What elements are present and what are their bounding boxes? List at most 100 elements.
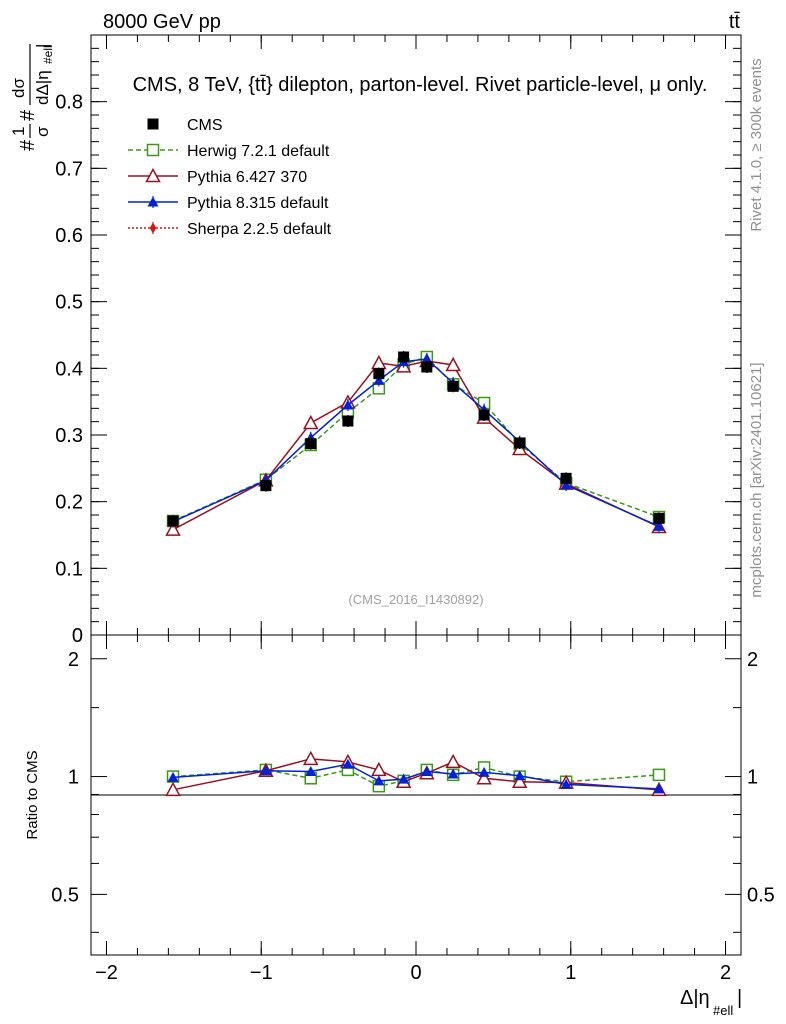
ratio-layer [165, 750, 667, 797]
y-tick-label: 0.3 [55, 425, 83, 447]
ratio-point-pythia8 [260, 765, 272, 776]
y-tick-label: 0.6 [55, 225, 83, 247]
series-pythia6 [165, 352, 667, 536]
ratio-point-pythia6 [303, 750, 319, 766]
ratio-point-pythia8 [514, 770, 526, 781]
ylabel-frac2-num: dσ [9, 78, 28, 98]
ratio-point-pythia8 [478, 766, 490, 777]
ratio-tick-label-right: 1 [747, 767, 758, 789]
point-pythia6 [303, 414, 319, 430]
legend-marker-cms [147, 118, 159, 130]
ratio-series-pythia8 [167, 758, 665, 794]
y-tick-label: 0.7 [55, 158, 83, 180]
legend-label-sherpa: Sherpa 2.2.5 default [187, 221, 332, 238]
series-cms [167, 351, 665, 527]
legend-entry-pythia6: Pythia 6.427 370 [128, 167, 307, 186]
legend-label-herwig: Herwig 7.2.1 default [187, 143, 330, 160]
x-tick-label: −1 [250, 962, 273, 984]
point-cms [478, 409, 490, 421]
ratio-line-pythia6 [172, 758, 660, 791]
ratio-tick-label: 2 [68, 649, 79, 671]
ratio-tick-label-right: 0.5 [747, 884, 775, 906]
main-y-axis-label: # 1 σ # dσ dΔ|η #ell | [9, 44, 55, 151]
analysis-tag: (CMS_2016_I1430892) [348, 592, 483, 607]
point-pythia8 [421, 353, 433, 364]
ylabel-frac2-den: dΔ|η [33, 70, 52, 105]
x-axis-label: Δ|η #ell | [680, 987, 742, 1018]
point-pythia6 [371, 354, 387, 370]
ratio-point-pythia6 [445, 753, 461, 769]
point-cms [305, 438, 317, 450]
point-cms [167, 515, 179, 527]
ratio-point-pythia8 [373, 775, 385, 786]
axes-layer: −2 −1 0 1 200.10.20.30.40.50.60.70.80.5 0.51 1… [51, 34, 775, 984]
xlabel-close-bar: | [737, 987, 742, 1009]
series-pythia8 [167, 353, 665, 533]
y-tick-label: 0.5 [55, 292, 83, 314]
point-pythia6 [445, 356, 461, 372]
ratio-tick-label: 1 [68, 767, 79, 789]
legend-entry-pythia8: Pythia 8.315 default [128, 195, 329, 212]
series-herwig [166, 350, 666, 528]
y-tick-label: 0.8 [55, 92, 83, 114]
legend-entry-cms: CMS [147, 117, 223, 134]
ylabel-frac1-den: σ [33, 126, 52, 137]
ratio-point-pythia6 [511, 773, 528, 788]
point-pythia8 [373, 374, 385, 385]
legend-entry-sherpa: Sherpa 2.2.5 default [128, 221, 332, 238]
ratio-line-pythia8 [172, 763, 660, 790]
series-line-pythia6 [172, 360, 660, 531]
x-tick-label: −2 [95, 962, 118, 984]
ratio-point-pythia8 [167, 771, 179, 782]
ratio-tick-label-right: 2 [747, 649, 758, 671]
point-pythia8 [653, 520, 665, 531]
ylabel-close-bar: | [33, 44, 52, 48]
ratio-point-pythia8 [560, 778, 572, 789]
point-cms [560, 472, 572, 484]
point-pythia8 [342, 399, 354, 410]
subtitle: CMS, 8 TeV, {tt̄} dilepton, parton-level… [133, 74, 708, 96]
point-cms [342, 415, 354, 427]
xlabel-main: Δ|η [680, 987, 710, 1009]
ratio-point-pythia6 [165, 781, 181, 797]
ylabel-sub: #ell [41, 45, 55, 64]
y-tick-label: 0.4 [55, 358, 83, 380]
ratio-point-pythia8 [342, 758, 354, 769]
legend: CMS Herwig 7.2.1 default Pythia 6.427 370 P… [128, 117, 332, 238]
point-cms [421, 361, 433, 373]
point-pythia6 [165, 521, 181, 536]
x-tick-label: 0 [410, 962, 421, 984]
ratio-point-herwig [652, 768, 666, 782]
series-layer [165, 350, 667, 536]
legend-label-pythia8: Pythia 8.315 default [187, 195, 329, 212]
legend-label-pythia6: Pythia 6.427 370 [187, 169, 307, 186]
ratio-point-pythia6 [476, 770, 492, 785]
ratio-point-pythia8 [653, 783, 665, 794]
ratio-point-pythia8 [398, 773, 410, 784]
ratio-tick-label: 0.5 [51, 884, 79, 906]
process-label: tt̄ [729, 11, 741, 33]
legend-label-cms: CMS [187, 117, 223, 134]
y-tick-label: 0 [72, 625, 83, 647]
x-tick-label: 1 [565, 962, 576, 984]
ratio-point-pythia8 [447, 768, 459, 779]
side-label-bottom: mcplots.cern.ch [arXiv:2401.10621] [748, 362, 765, 597]
point-pythia8 [560, 479, 572, 490]
series-line-pythia8 [172, 358, 660, 528]
side-label-top: Rivet 4.1.0, ≥ 300k events [748, 58, 765, 231]
point-cms [653, 512, 665, 524]
legend-marker-pythia6 [145, 167, 161, 183]
x-tick-label: 2 [720, 962, 731, 984]
point-cms [514, 437, 526, 449]
energy-label: 8000 GeV pp [103, 11, 221, 33]
point-cms [447, 380, 459, 392]
series-line-herwig [172, 356, 660, 522]
point-cms [373, 368, 385, 380]
ratio-point-pythia8 [305, 766, 317, 777]
ylabel-frac1-num: 1 [9, 127, 28, 136]
y-tick-label: 0.2 [55, 492, 83, 514]
ylabel-hash-1: # [17, 139, 39, 151]
legend-marker-pythia8 [147, 196, 159, 207]
ylabel-hash-2: # [17, 109, 39, 121]
